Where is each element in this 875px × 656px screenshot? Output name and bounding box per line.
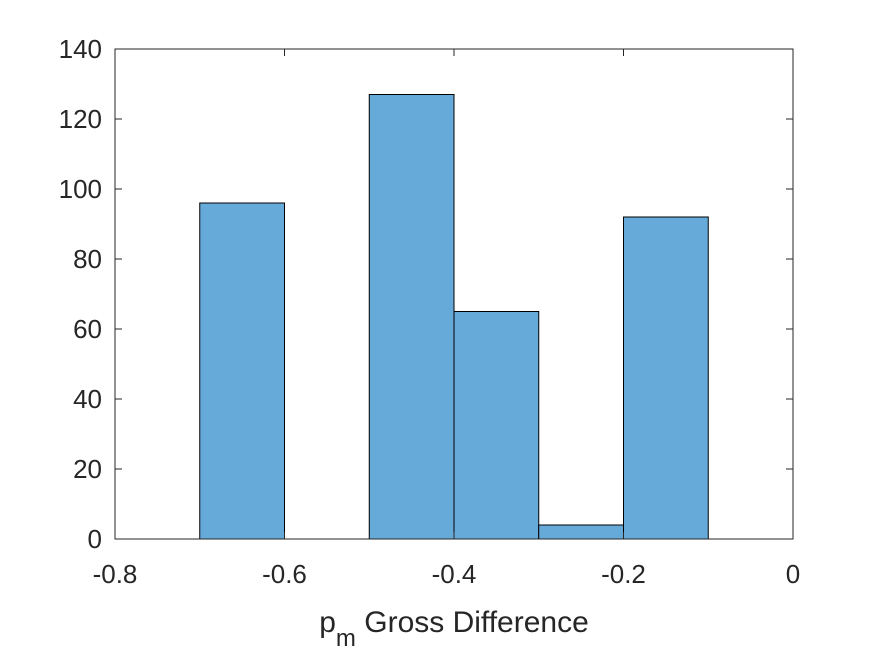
histogram-bar-3 [453, 311, 540, 540]
y-tick-label: 120 [59, 104, 102, 134]
x-axis: -0.8 -0.6 -0.4 -0.2 0 [93, 49, 800, 589]
bars-group [199, 94, 709, 540]
x-axis-label: pm Gross Difference [319, 606, 589, 652]
x-tick-label: -0.6 [262, 559, 307, 589]
x-axis-label-rest: Gross Difference [356, 606, 589, 639]
x-tick-label: -0.8 [93, 559, 138, 589]
y-tick-label: 140 [59, 34, 102, 64]
y-tick-label: 40 [73, 384, 102, 414]
histogram-bar-2 [368, 94, 455, 540]
y-tick-label: 0 [88, 524, 102, 554]
y-tick-label: 100 [59, 174, 102, 204]
histogram-bar-1 [199, 202, 285, 540]
y-axis: 0 20 40 60 80 100 120 140 [59, 34, 793, 554]
x-axis-label-main: p [319, 606, 336, 639]
x-tick-label: 0 [786, 559, 800, 589]
y-tick-label: 80 [73, 244, 102, 274]
histogram-bar-5 [623, 216, 709, 540]
x-tick-label: -0.4 [432, 559, 477, 589]
x-tick-label: -0.2 [601, 559, 646, 589]
y-tick-label: 60 [73, 314, 102, 344]
histogram-bar-4 [538, 524, 624, 540]
x-axis-label-subscript: m [336, 625, 356, 652]
y-tick-label: 20 [73, 454, 102, 484]
